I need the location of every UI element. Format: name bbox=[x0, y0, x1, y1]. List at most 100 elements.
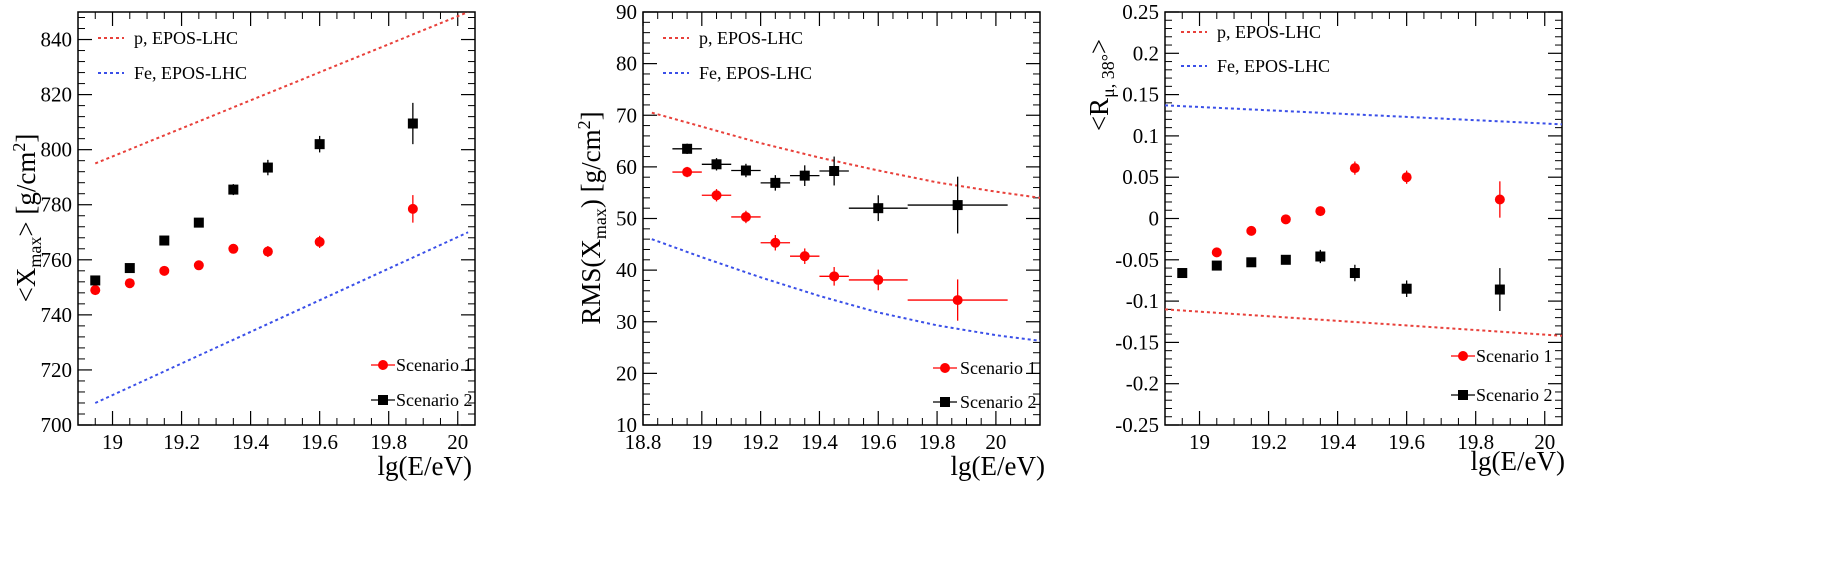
data-point-scenario-2 bbox=[1401, 283, 1412, 294]
x-tick-label: 19.8 bbox=[919, 430, 956, 454]
data-point-scenario-2 bbox=[262, 162, 273, 173]
y-label-main: <R bbox=[1084, 98, 1114, 131]
data-point-scenario-2 bbox=[407, 118, 418, 129]
data-point-scenario-2 bbox=[159, 235, 170, 246]
legend-label-2: Fe, EPOS-LHC bbox=[1217, 56, 1330, 76]
y-tick-label: -0.15 bbox=[1115, 330, 1159, 354]
y-tick-label: 10 bbox=[616, 413, 637, 437]
data-point-scenario-2 bbox=[228, 184, 239, 195]
y-tick-label: 760 bbox=[41, 248, 73, 272]
data-point-scenario-1 bbox=[1211, 247, 1222, 258]
proton-model-line bbox=[94, 12, 469, 165]
data-point-scenario-1 bbox=[262, 246, 273, 257]
legend-label-scenario-1: Scenario 1 bbox=[960, 358, 1036, 378]
proton-model-line bbox=[651, 111, 1040, 199]
y-tick-label: 0.15 bbox=[1122, 83, 1159, 107]
legend-marker-scenario-2 bbox=[1458, 390, 1468, 400]
y-tick-label: 40 bbox=[616, 258, 637, 282]
data-point-scenario-1 bbox=[90, 285, 101, 296]
data-point-scenario-1 bbox=[1315, 206, 1326, 217]
y-axis-label: RMS(Xmax) [g/cm2] bbox=[574, 111, 610, 324]
x-tick-label: 19 bbox=[1189, 430, 1210, 454]
y-label-sub: max bbox=[25, 237, 45, 268]
x-tick-label: 19.2 bbox=[163, 430, 200, 454]
legend-label-1: p, EPOS-LHC bbox=[1217, 22, 1321, 42]
legend-label-2: Fe, EPOS-LHC bbox=[134, 63, 247, 83]
x-tick-label: 19.4 bbox=[232, 430, 269, 454]
y-tick-label: 20 bbox=[616, 361, 637, 385]
legend-label-scenario-1: Scenario 1 bbox=[1476, 346, 1552, 366]
iron-model-line bbox=[1165, 104, 1562, 126]
data-point-scenario-1 bbox=[952, 295, 963, 306]
y-tick-label: -0.1 bbox=[1126, 289, 1159, 313]
x-tick-label: 19.4 bbox=[1319, 430, 1356, 454]
x-axis-label: lg(E/eV) bbox=[1471, 446, 1565, 476]
data-point-scenario-2 bbox=[740, 165, 751, 176]
x-tick-label: 19 bbox=[102, 430, 123, 454]
y-label-end: ] bbox=[11, 134, 41, 143]
y-tick-label: 780 bbox=[41, 193, 73, 217]
y-tick-label: 800 bbox=[41, 138, 73, 162]
x-tick-label: 19.6 bbox=[860, 430, 897, 454]
x-tick-label: 19.6 bbox=[301, 430, 338, 454]
legend-label-scenario-2: Scenario 2 bbox=[396, 390, 472, 410]
y-tick-label: 0 bbox=[1149, 207, 1160, 231]
legend-label-scenario-2: Scenario 2 bbox=[960, 392, 1036, 412]
data-point-scenario-1 bbox=[1280, 214, 1291, 225]
chart-panel-2: 10 20 30 40 50 60 70 80 90 18.8 19 19.2 19.4 19.6 19.8… bbox=[574, 0, 1045, 481]
y-tick-label: 30 bbox=[616, 310, 637, 334]
data-point-scenario-1 bbox=[124, 278, 135, 289]
x-tick-label: 19 bbox=[691, 430, 712, 454]
legend-label-scenario-2: Scenario 2 bbox=[1476, 385, 1552, 405]
y-tick-label: -0.05 bbox=[1115, 248, 1159, 272]
data-point-scenario-1 bbox=[1401, 172, 1412, 183]
data-point-scenario-2 bbox=[799, 170, 810, 181]
legend-marker-scenario-2 bbox=[378, 395, 388, 405]
data-point-scenario-1 bbox=[770, 237, 781, 248]
y-label-tail: ) [g/cm bbox=[576, 129, 606, 208]
x-tick-label: 20 bbox=[447, 430, 468, 454]
data-point-scenario-2 bbox=[1177, 268, 1188, 279]
data-point-scenario-2 bbox=[314, 139, 325, 150]
data-point-scenario-1 bbox=[228, 243, 239, 254]
y-label-main: RMS(X bbox=[576, 239, 606, 325]
data-point-scenario-2 bbox=[1280, 254, 1291, 265]
x-tick-label: 19.6 bbox=[1388, 430, 1425, 454]
chart-panel-3: -0.25 -0.2 -0.15 -0.1 -0.05 0 0.05 0.1 0.15 0.2 0.… bbox=[1084, 0, 1565, 476]
y-tick-label: -0.2 bbox=[1126, 372, 1159, 396]
legend-marker-scenario-1 bbox=[940, 363, 950, 373]
y-label-sup: 2 bbox=[9, 143, 29, 152]
x-tick-label: 19.8 bbox=[1457, 430, 1494, 454]
data-point-scenario-2 bbox=[711, 159, 722, 170]
y-tick-label: 840 bbox=[41, 28, 73, 52]
data-point-scenario-1 bbox=[1246, 225, 1257, 236]
y-label-main: <X bbox=[11, 267, 41, 302]
x-tick-label: 18.8 bbox=[625, 430, 662, 454]
y-label-sub: μ, 38° bbox=[1098, 54, 1118, 98]
y-tick-label: 740 bbox=[41, 303, 73, 327]
data-point-scenario-1 bbox=[740, 211, 751, 222]
y-label-end: ] bbox=[576, 111, 606, 120]
legend-label-2: Fe, EPOS-LHC bbox=[699, 63, 812, 83]
x-tick-label: 19.2 bbox=[1250, 430, 1287, 454]
data-point-scenario-2 bbox=[682, 143, 693, 154]
data-point-scenario-2 bbox=[952, 200, 963, 211]
iron-model-line bbox=[651, 238, 1040, 342]
x-axis-label: lg(E/eV) bbox=[378, 451, 472, 481]
y-tick-label: 0.25 bbox=[1122, 0, 1159, 24]
proton-model-line bbox=[1165, 308, 1562, 337]
legend-label-1: p, EPOS-LHC bbox=[134, 28, 238, 48]
data-point-scenario-2 bbox=[124, 263, 135, 274]
data-point-scenario-2 bbox=[770, 177, 781, 188]
y-tick-label: 90 bbox=[616, 0, 637, 24]
y-tick-label: 720 bbox=[41, 358, 73, 382]
iron-model-line bbox=[94, 231, 469, 404]
data-point-scenario-1 bbox=[314, 236, 325, 247]
legend-label-scenario-1: Scenario 1 bbox=[396, 355, 472, 375]
data-point-scenario-1 bbox=[1349, 163, 1360, 174]
x-tick-label: 19.4 bbox=[801, 430, 838, 454]
legend-marker-scenario-1 bbox=[378, 360, 388, 370]
x-axis-label: lg(E/eV) bbox=[951, 451, 1045, 481]
plot-frame bbox=[77, 11, 476, 426]
y-tick-label: 820 bbox=[41, 83, 73, 107]
